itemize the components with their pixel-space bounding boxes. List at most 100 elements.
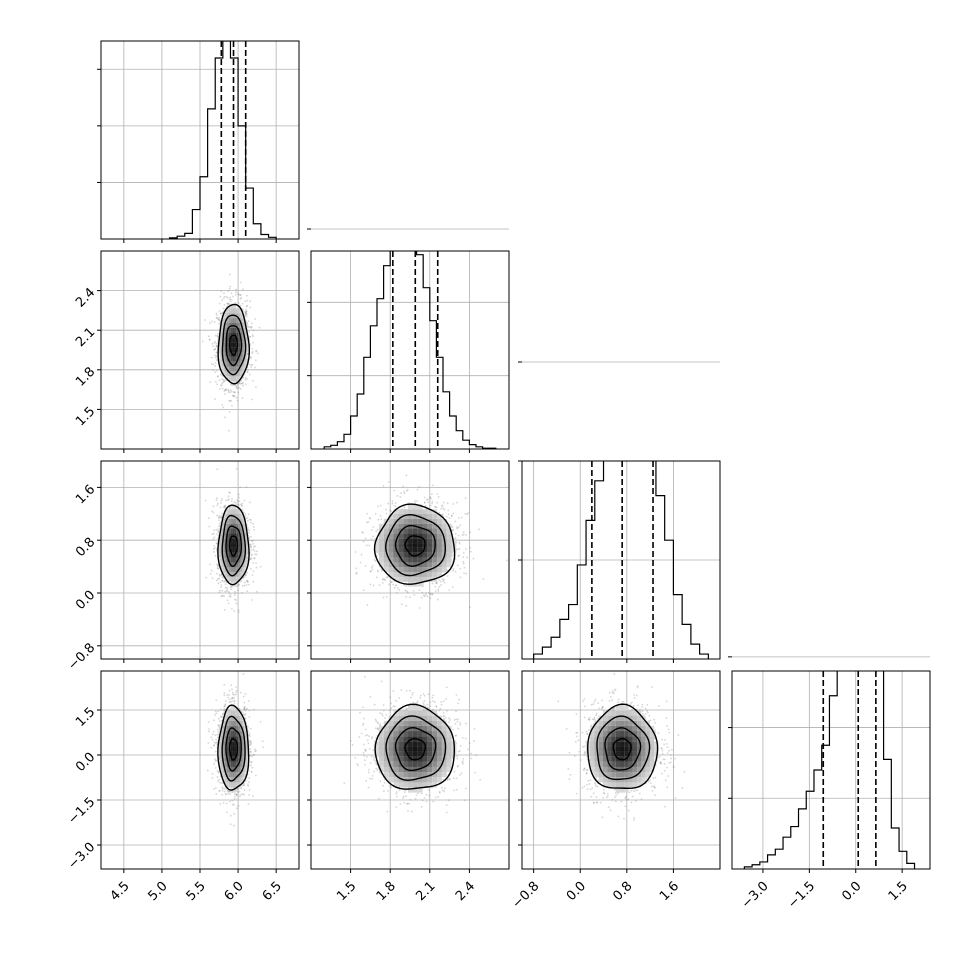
scatter-point <box>464 567 466 569</box>
scatter-point <box>241 383 243 385</box>
scatter-point <box>246 584 248 586</box>
density-cell <box>234 519 236 524</box>
density-cell <box>379 553 384 558</box>
scatter-point <box>212 369 214 371</box>
scatter-point <box>375 513 377 515</box>
scatter-point <box>215 335 217 337</box>
density-cell <box>225 313 227 318</box>
scatter-point <box>397 587 399 589</box>
scatter-point <box>392 502 394 504</box>
scatter-point <box>254 367 256 369</box>
scatter-point <box>393 490 395 492</box>
density-cell <box>231 567 233 572</box>
scatter-point <box>256 591 258 593</box>
density-cell <box>403 529 408 534</box>
density-cell <box>394 529 399 534</box>
scatter-point <box>250 343 252 345</box>
scatter-point <box>379 584 381 586</box>
density-cell <box>442 562 447 567</box>
scatter-point <box>218 515 220 517</box>
scatter-point <box>457 564 459 566</box>
density-cell <box>432 572 437 577</box>
scatter-point <box>386 512 388 514</box>
density-cell <box>236 308 238 313</box>
density-cell <box>427 562 432 567</box>
density-cell <box>379 543 384 548</box>
scatter-point <box>209 339 211 341</box>
density-cell <box>418 567 423 572</box>
scatter-point <box>216 314 218 316</box>
density-cell <box>234 543 236 548</box>
scatter-point <box>211 343 213 345</box>
scatter-point <box>228 592 230 594</box>
scatter-point <box>223 308 225 310</box>
scatter-point <box>250 568 252 570</box>
scatter-point <box>452 570 454 572</box>
scatter-point <box>229 411 231 413</box>
density-cell <box>227 342 229 347</box>
density-cell <box>229 318 231 323</box>
pair-content <box>202 274 261 432</box>
density-cell <box>242 538 244 543</box>
density-cell <box>223 567 225 572</box>
scatter-point <box>395 502 397 504</box>
scatter-point <box>256 550 258 552</box>
density-cell <box>229 328 231 333</box>
scatter-point <box>396 495 398 497</box>
density-cell <box>413 509 418 514</box>
scatter-point <box>246 590 248 592</box>
scatter-point <box>421 592 423 594</box>
density-cell <box>227 562 229 567</box>
density-cell <box>413 577 418 582</box>
scatter-point <box>234 591 236 593</box>
scatter-point <box>449 517 451 519</box>
scatter-point <box>222 381 224 383</box>
scatter-point <box>214 354 216 356</box>
scatter-point <box>455 571 457 573</box>
scatter-point <box>246 486 248 488</box>
scatter-point <box>238 383 240 385</box>
scatter-point <box>222 388 224 390</box>
scatter-point <box>252 523 254 525</box>
scatter-point <box>216 497 218 499</box>
density-cell <box>234 558 236 563</box>
density-cell <box>233 308 235 313</box>
density-cell <box>231 318 233 323</box>
scatter-point <box>248 326 250 328</box>
density-cell <box>220 352 222 357</box>
scatter-point <box>392 584 394 586</box>
scatter-point <box>238 302 240 304</box>
density-cell <box>240 514 242 519</box>
scatter-point <box>250 522 252 524</box>
scatter-point <box>236 468 238 470</box>
histogram-step <box>170 41 277 239</box>
density-cell <box>233 567 235 572</box>
scatter-point <box>259 327 261 329</box>
density-cell <box>238 362 240 367</box>
scatter-point <box>396 592 398 594</box>
scatter-point <box>216 515 218 517</box>
scatter-point <box>391 581 393 583</box>
scatter-point <box>442 578 444 580</box>
scatter-point <box>238 583 240 585</box>
scatter-point <box>248 331 250 333</box>
scatter-point <box>245 377 247 379</box>
density-cell <box>238 543 240 548</box>
density-cell <box>242 548 244 553</box>
density-cell <box>229 519 231 524</box>
density-cell <box>234 567 236 572</box>
density-cell <box>223 553 225 558</box>
scatter-point <box>228 400 230 402</box>
scatter-point <box>383 485 385 487</box>
scatter-point <box>219 303 221 305</box>
density-cell <box>403 509 408 514</box>
scatter-point <box>220 385 222 387</box>
density-cell <box>234 342 236 347</box>
density-cell <box>221 529 223 534</box>
scatter-point <box>387 576 389 578</box>
scatter-point <box>219 296 221 298</box>
scatter-point <box>457 548 459 550</box>
scatter-point <box>252 380 254 382</box>
scatter-point <box>382 582 384 584</box>
